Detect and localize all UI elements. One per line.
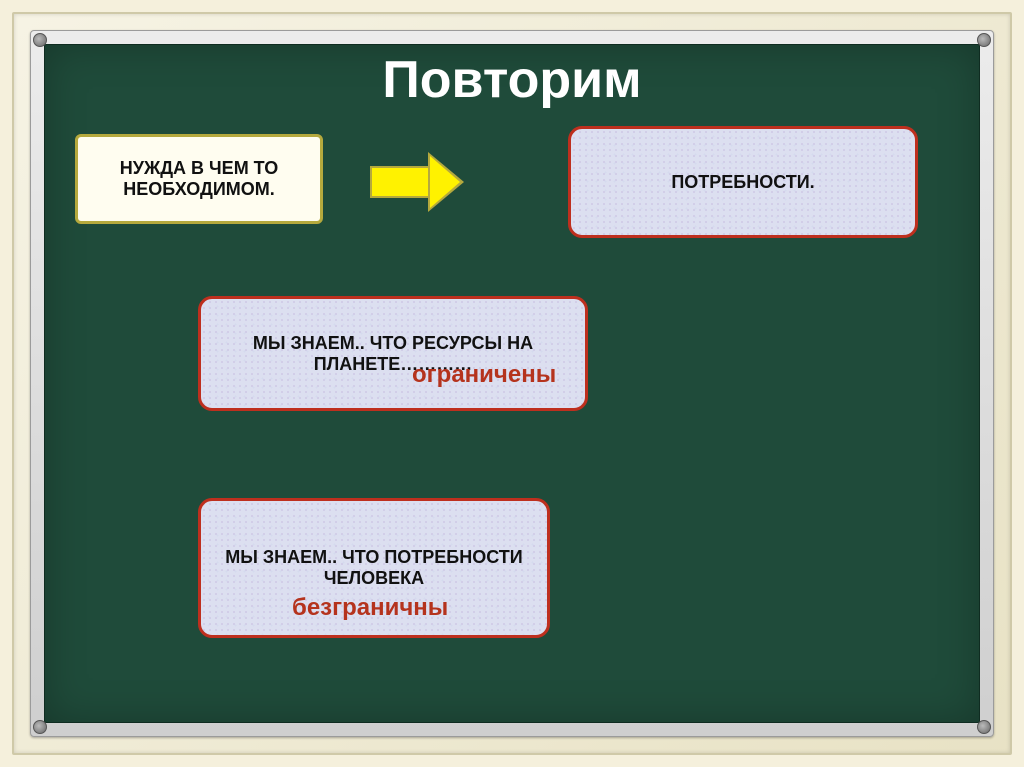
frame-screw-icon bbox=[33, 33, 47, 47]
arrow-shaft bbox=[370, 166, 428, 198]
slide-title: Повторим bbox=[0, 50, 1024, 110]
resources-box: МЫ ЗНАЕМ.. ЧТО РЕСУРСЫ НА ПЛАНЕТЕ………… bbox=[198, 296, 588, 411]
arrow-right-icon bbox=[370, 152, 464, 212]
needs-answer: безграничны bbox=[292, 594, 448, 622]
human-needs-text: МЫ ЗНАЕМ.. ЧТО ПОТРЕБНОСТИ ЧЕЛОВЕКА bbox=[213, 547, 535, 589]
frame-screw-icon bbox=[977, 720, 991, 734]
resources-answer: ограничены bbox=[412, 361, 556, 389]
frame-screw-icon bbox=[33, 720, 47, 734]
arrow-head-fill bbox=[430, 156, 460, 208]
frame-screw-icon bbox=[977, 33, 991, 47]
needs-box: ПОТРЕБНОСТИ. bbox=[568, 126, 918, 238]
definition-box: НУЖДА В ЧЕМ ТО НЕОБХОДИМОМ. bbox=[75, 134, 323, 224]
definition-text: НУЖДА В ЧЕМ ТО НЕОБХОДИМОМ. bbox=[90, 158, 308, 200]
needs-text: ПОТРЕБНОСТИ. bbox=[671, 172, 814, 193]
